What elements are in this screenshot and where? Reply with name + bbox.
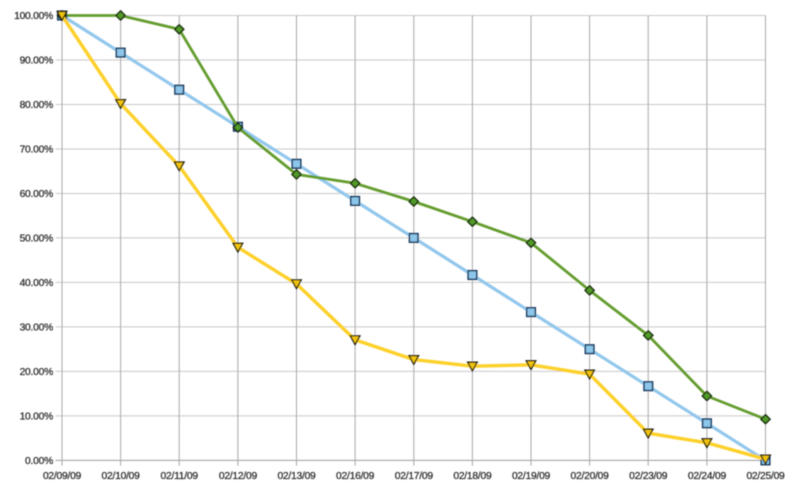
svg-text:100.00%: 100.00% (14, 11, 53, 22)
svg-text:80.00%: 80.00% (20, 100, 54, 111)
svg-text:02/09/09: 02/09/09 (43, 471, 82, 482)
svg-text:02/24/09: 02/24/09 (688, 471, 727, 482)
svg-text:02/18/09: 02/18/09 (453, 471, 492, 482)
svg-text:02/10/09: 02/10/09 (102, 471, 141, 482)
svg-text:02/19/09: 02/19/09 (512, 471, 551, 482)
svg-text:20.00%: 20.00% (20, 367, 54, 378)
svg-text:02/13/09: 02/13/09 (277, 471, 316, 482)
svg-text:70.00%: 70.00% (20, 145, 54, 156)
svg-text:02/23/09: 02/23/09 (629, 471, 668, 482)
svg-text:02/17/09: 02/17/09 (395, 471, 434, 482)
svg-text:02/16/09: 02/16/09 (336, 471, 375, 482)
svg-text:0.00%: 0.00% (25, 456, 53, 467)
svg-text:10.00%: 10.00% (20, 412, 54, 423)
svg-text:90.00%: 90.00% (20, 56, 54, 67)
svg-text:02/11/09: 02/11/09 (161, 471, 199, 482)
svg-text:30.00%: 30.00% (20, 323, 54, 334)
svg-text:60.00%: 60.00% (20, 189, 54, 200)
svg-text:02/12/09: 02/12/09 (219, 471, 258, 482)
svg-text:02/25/09: 02/25/09 (746, 471, 785, 482)
svg-text:40.00%: 40.00% (20, 278, 54, 289)
svg-text:02/20/09: 02/20/09 (571, 471, 610, 482)
svg-text:50.00%: 50.00% (20, 234, 54, 245)
